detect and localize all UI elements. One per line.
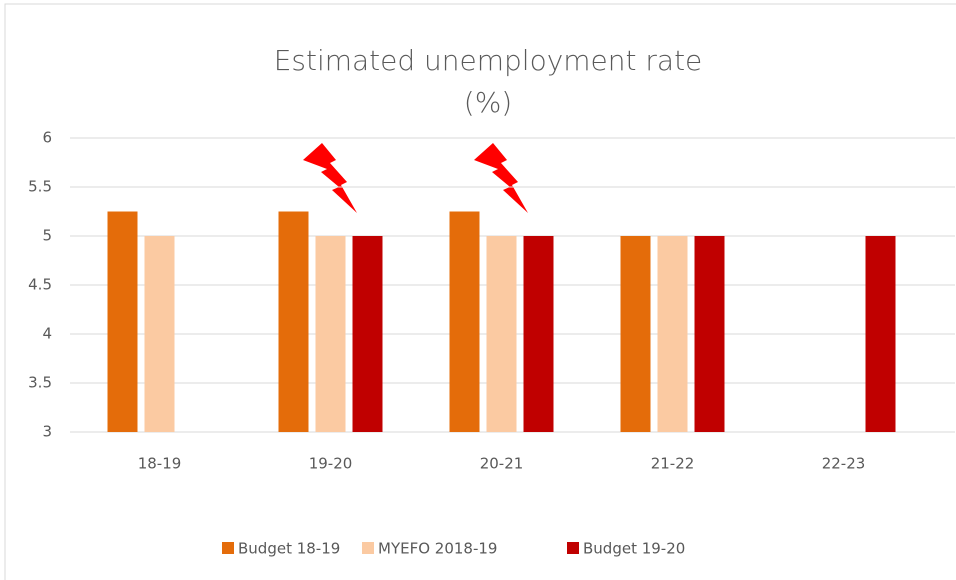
bar [865, 236, 896, 432]
bar [278, 211, 309, 432]
bar [352, 236, 383, 432]
y-tick-label: 5.5 [28, 178, 52, 196]
bar [694, 236, 725, 432]
y-tick-label: 3.5 [28, 374, 52, 392]
y-tick-label: 4.5 [28, 276, 52, 294]
y-tick-label: 5 [42, 227, 52, 245]
x-tick-label: 18-19 [138, 455, 182, 473]
legend-swatch [362, 542, 374, 554]
y-tick-label: 6 [42, 129, 52, 147]
lightning-icon [303, 143, 357, 213]
legend-label: Budget 19-20 [583, 540, 685, 558]
chart-frame [4, 3, 956, 580]
bar [657, 236, 688, 432]
y-tick-label: 4 [42, 325, 52, 343]
bar [523, 236, 554, 432]
legend-label: Budget 18-19 [238, 540, 340, 558]
lightning-icon [474, 143, 528, 213]
bar [620, 236, 651, 432]
x-tick-label: 21-22 [651, 455, 695, 473]
bar [449, 211, 480, 432]
bar [107, 211, 138, 432]
bar [315, 236, 346, 432]
x-tick-label: 20-21 [480, 455, 524, 473]
lightning-icons [303, 143, 528, 213]
bar [144, 236, 175, 432]
bar [486, 236, 517, 432]
legend-swatch [222, 542, 234, 554]
legend-label: MYEFO 2018-19 [378, 540, 497, 558]
chart-subtitle: (%) [464, 86, 512, 119]
y-tick-label: 3 [42, 423, 52, 441]
x-tick-label: 19-20 [309, 455, 353, 473]
x-tick-label: 22-23 [822, 455, 866, 473]
chart-title: Estimated unemployment rate [274, 44, 703, 77]
legend-swatch [567, 542, 579, 554]
